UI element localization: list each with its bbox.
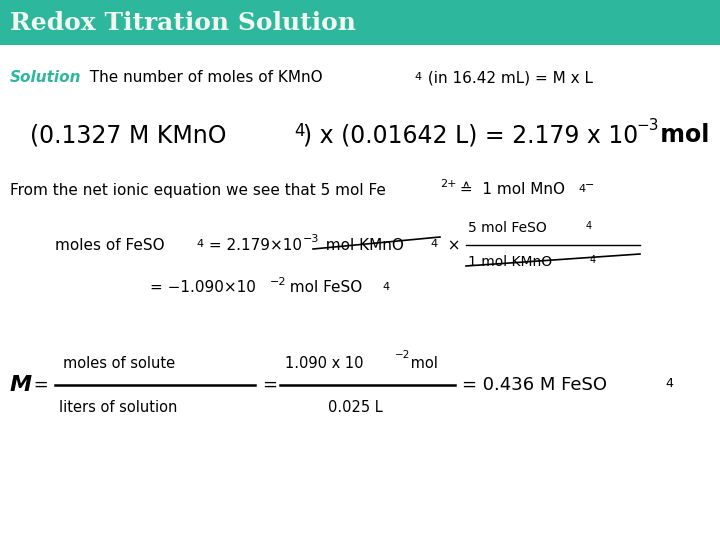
Bar xyxy=(0,0,720,45)
Text: −3: −3 xyxy=(636,118,659,132)
Text: ) x (0.01642 L) = 2.179 x 10: ) x (0.01642 L) = 2.179 x 10 xyxy=(303,123,638,147)
Text: mol: mol xyxy=(652,123,709,147)
Text: M: M xyxy=(10,375,32,395)
Text: 4: 4 xyxy=(196,239,203,249)
Text: = −1.090×10: = −1.090×10 xyxy=(150,280,256,295)
Text: = 0.436 M FeSO: = 0.436 M FeSO xyxy=(462,376,607,394)
Text: 4: 4 xyxy=(382,282,389,292)
Text: mol FeSO: mol FeSO xyxy=(280,280,362,295)
Text: 0.025 L: 0.025 L xyxy=(328,400,383,415)
Text: (in 16.42 mL) = M x L: (in 16.42 mL) = M x L xyxy=(423,71,593,85)
Text: 4: 4 xyxy=(665,377,673,390)
Text: Solution: Solution xyxy=(10,71,81,85)
Text: ≙  1 mol MnO: ≙ 1 mol MnO xyxy=(455,183,565,198)
Text: mol KMnO: mol KMnO xyxy=(316,238,404,253)
Text: mol: mol xyxy=(406,355,438,370)
Text: 2+: 2+ xyxy=(440,179,456,189)
Text: −: − xyxy=(585,180,595,190)
Text: 5 mol FeSO: 5 mol FeSO xyxy=(468,221,546,235)
Text: From the net ionic equation we see that 5 mol Fe: From the net ionic equation we see that … xyxy=(10,183,386,198)
Text: −2: −2 xyxy=(270,277,287,287)
Text: (0.1327 M KMnO: (0.1327 M KMnO xyxy=(30,123,227,147)
Text: =: = xyxy=(262,376,277,394)
Text: 4: 4 xyxy=(578,184,585,194)
Text: ×: × xyxy=(438,238,461,253)
Text: −3: −3 xyxy=(303,234,320,244)
Text: =: = xyxy=(28,376,49,394)
Text: 4: 4 xyxy=(414,72,421,82)
Text: liters of solution: liters of solution xyxy=(59,400,177,415)
Text: The number of moles of KMnO: The number of moles of KMnO xyxy=(80,71,323,85)
Text: moles of solute: moles of solute xyxy=(63,355,175,370)
Text: moles of FeSO: moles of FeSO xyxy=(55,238,165,253)
Text: 4: 4 xyxy=(590,255,596,265)
Text: 4: 4 xyxy=(294,122,305,140)
Text: 1 mol KMnO: 1 mol KMnO xyxy=(468,255,552,269)
Text: Redox Titration Solution: Redox Titration Solution xyxy=(10,11,356,35)
Text: 4: 4 xyxy=(586,221,592,231)
Text: 1.090 x 10: 1.090 x 10 xyxy=(285,355,364,370)
Text: −2: −2 xyxy=(395,350,410,360)
Text: = 2.179×10: = 2.179×10 xyxy=(204,238,302,253)
Text: 4: 4 xyxy=(430,239,437,249)
